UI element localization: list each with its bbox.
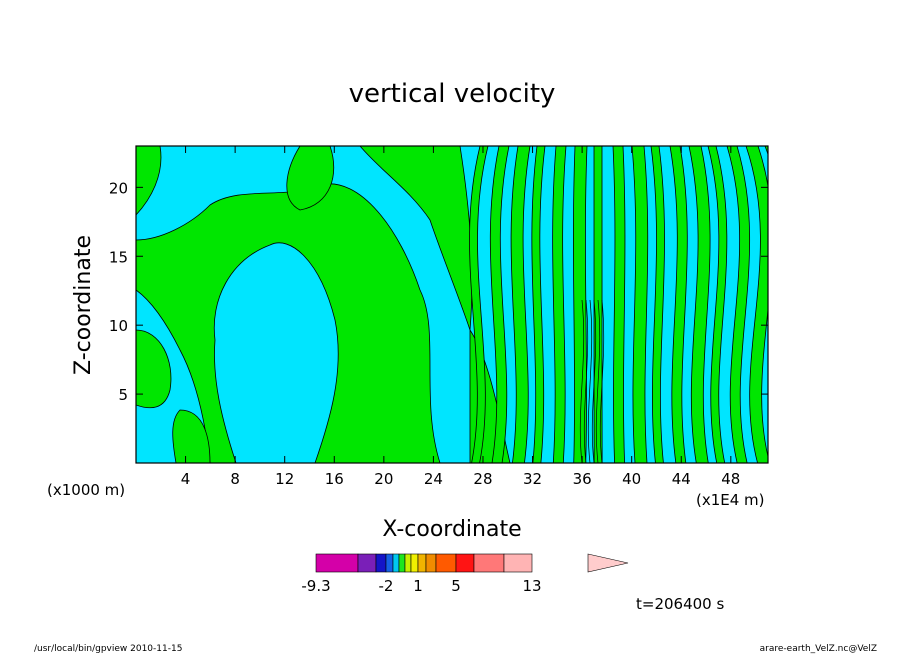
positive-band-12: [552, 146, 567, 463]
y-tick-label: 15: [109, 248, 128, 266]
colorbar-tick-label: -2: [379, 577, 394, 595]
colorbar-segment: [375, 553, 387, 573]
colorbar: -9.3 -2 1 5 13: [301, 553, 629, 595]
colorbar-arrow: [587, 553, 629, 573]
colorbar-segment: [425, 553, 437, 573]
x-tick-label: 36: [573, 470, 592, 488]
positive-band-21: [726, 146, 750, 463]
colorbar-segment: [435, 553, 457, 573]
y-axis: 5 10 15 20: [109, 179, 768, 404]
contour-line-5: [595, 299, 601, 463]
positive-band-18: [669, 146, 688, 463]
x-tick-label: 24: [424, 470, 443, 488]
colorbar-segment: [404, 553, 412, 573]
colorbar-segment: [455, 553, 475, 573]
colorbar-tick-label: -9.3: [301, 577, 330, 595]
chart-title: vertical velocity: [349, 79, 556, 109]
contour-line-1: [579, 299, 585, 463]
colorbar-tick-label: 13: [522, 577, 541, 595]
x-tick-label: 44: [672, 470, 691, 488]
positive-band-11: [531, 146, 546, 463]
contour-line-4: [591, 299, 597, 463]
time-label: t=206400 s: [636, 595, 724, 613]
positive-band-9: [489, 146, 510, 463]
colorbar-segment: [385, 553, 394, 573]
colorbar-segment: [315, 553, 359, 573]
colorbar-tick-label: 5: [451, 577, 461, 595]
x-axis: 4 8 12 16 20 24 28 32 36 40 44 48: [181, 146, 740, 488]
positive-band-16: [631, 146, 649, 463]
y-axis-unit: (x1000 m): [47, 481, 125, 499]
positive-band-3: [136, 329, 172, 409]
positive-band-1: [136, 146, 162, 216]
colorbar-segment: [357, 553, 377, 573]
x-tick-label: 48: [721, 470, 740, 488]
x-tick-label: 20: [374, 470, 393, 488]
colorbar-segment: [392, 553, 400, 573]
colorbar-segment: [398, 553, 406, 573]
contour-line-2: [583, 299, 589, 463]
colorbar-segment: [503, 553, 533, 573]
x-tick-label: 40: [622, 470, 641, 488]
positive-band-19: [688, 146, 711, 463]
positive-band-17: [650, 146, 665, 463]
y-tick-label: 20: [109, 179, 128, 197]
positive-band-23: [764, 146, 768, 157]
x-axis-unit: (x1E4 m): [696, 491, 765, 509]
x-axis-label: X-coordinate: [382, 517, 521, 542]
colorbar-segment: [410, 553, 419, 573]
x-tick-label: 32: [523, 470, 542, 488]
y-axis-label: Z-coordinate: [71, 235, 96, 375]
positive-band-4: [172, 409, 211, 463]
positive-band-20: [707, 146, 728, 463]
positive-band-22: [745, 146, 768, 463]
y-tick-label: 10: [109, 317, 128, 335]
colorbar-segment: [417, 553, 427, 573]
footer-right: arare-earth_VelZ.nc@VelZ: [760, 644, 877, 654]
x-tick-label: 16: [325, 470, 344, 488]
x-tick-label: 12: [275, 470, 294, 488]
colorbar-tick-label: 1: [413, 577, 423, 595]
x-tick-label: 28: [473, 470, 492, 488]
x-tick-label: 4: [181, 470, 191, 488]
positive-band-5: [286, 146, 335, 211]
x-tick-label: 8: [230, 470, 240, 488]
footer-left: /usr/local/bin/gpview 2010-11-15: [34, 644, 182, 654]
positive-band-6: [359, 146, 473, 331]
contour-line-6: [599, 299, 605, 463]
colorbar-segment: [473, 553, 505, 573]
positive-band-13: [573, 146, 588, 463]
positive-band-8: [469, 146, 489, 463]
positive-band-15: [612, 146, 626, 463]
plot-frame: [135, 145, 769, 464]
contour-line-3: [587, 299, 593, 463]
y-tick-label: 5: [118, 386, 128, 404]
contour-field: [136, 146, 768, 463]
positive-band-10: [510, 146, 531, 463]
